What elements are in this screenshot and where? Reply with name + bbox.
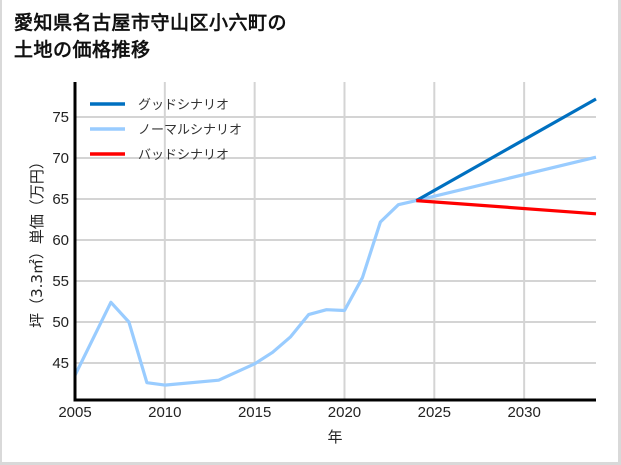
y-tick-label: 55	[52, 273, 69, 290]
legend-label: バッドシナリオ	[138, 148, 229, 163]
chart-title: 愛知県名古屋市守山区小六町の 土地の価格推移	[14, 12, 288, 61]
y-tick-label: 70	[52, 150, 69, 167]
series-line	[415, 97, 597, 202]
x-axis-label: 年	[327, 428, 342, 446]
y-tick-label: 45	[52, 355, 69, 372]
x-tick-label: 2015	[238, 404, 271, 421]
x-tick-label: 2030	[507, 404, 540, 421]
y-axis-label: 坪（3.3㎡）単価（万円）	[28, 154, 46, 328]
x-tick-label: 2005	[58, 404, 91, 421]
gridlines	[75, 82, 596, 400]
y-tick-label: 75	[52, 109, 69, 126]
y-tick-label: 60	[52, 232, 69, 249]
series-line	[73, 155, 597, 387]
x-tick-label: 2020	[328, 404, 361, 421]
tick-labels: 2005 2010 2015 2020 2025 2030 45 50 55 60 65 70 75	[52, 109, 541, 421]
axes	[73, 82, 596, 402]
legend-label: グッドシナリオ	[138, 98, 229, 113]
legend-label: ノーマルシナリオ	[138, 123, 242, 138]
series-line	[416, 199, 597, 216]
x-tick-label: 2010	[148, 404, 181, 421]
y-tick-label: 65	[52, 191, 69, 208]
series-lines	[73, 97, 597, 387]
y-tick-label: 50	[52, 314, 69, 331]
x-tick-label: 2025	[418, 404, 451, 421]
